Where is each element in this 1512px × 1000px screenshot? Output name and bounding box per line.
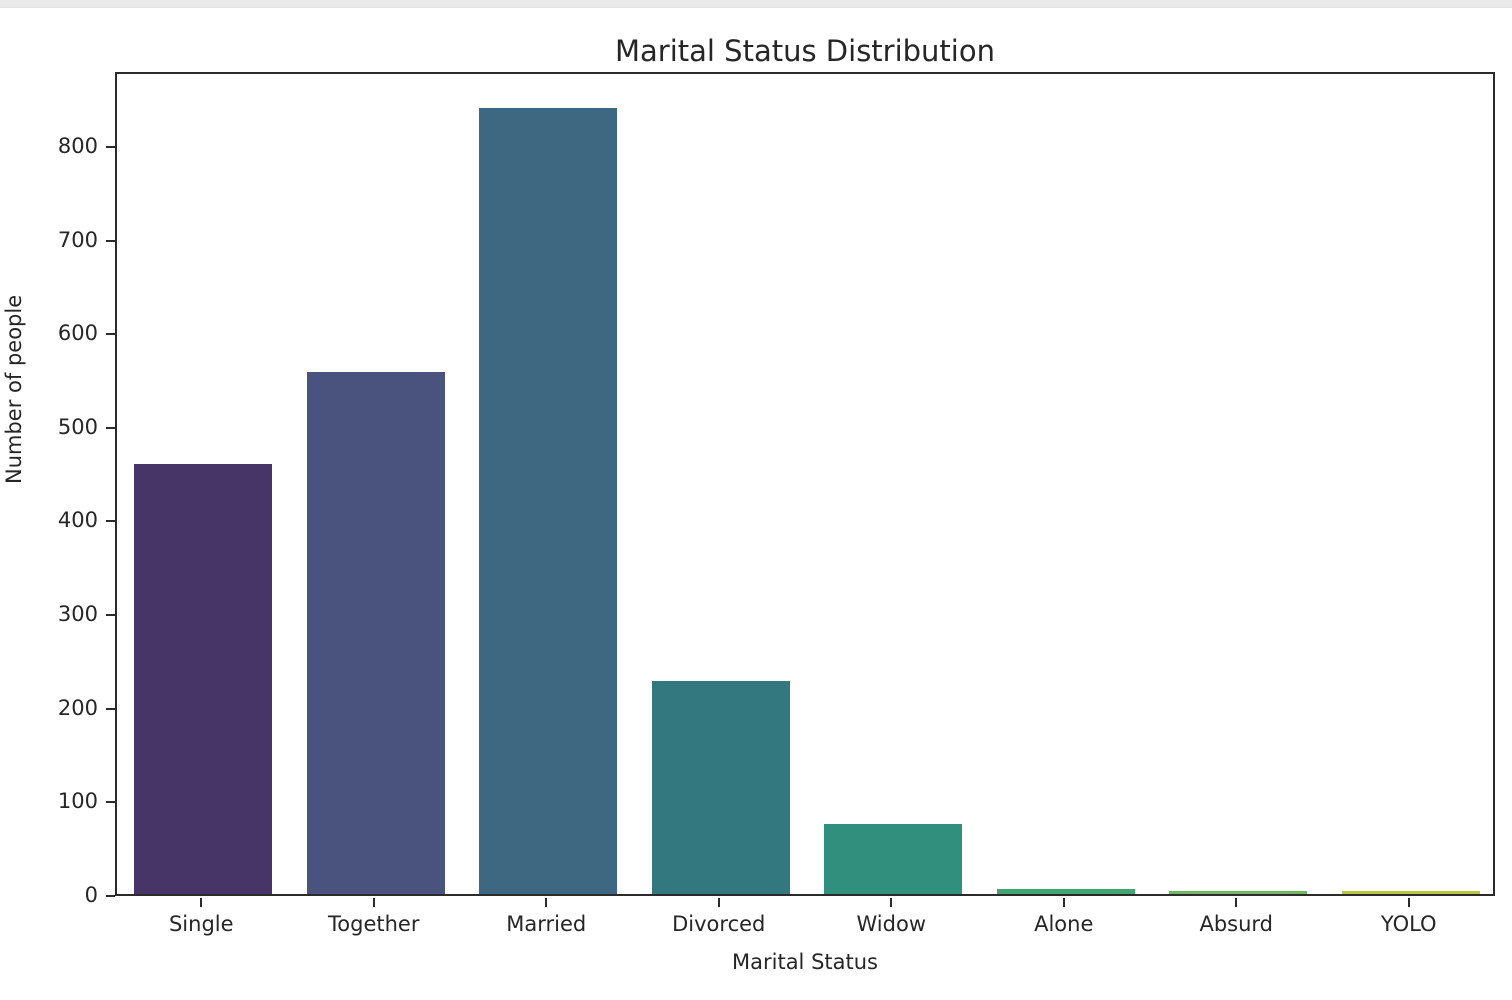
y-tick-mark	[106, 426, 115, 429]
x-tick-label: YOLO	[1380, 912, 1437, 936]
y-tick-mark	[106, 614, 115, 617]
bar-together	[306, 371, 445, 894]
x-tick-mark	[372, 898, 375, 907]
x-tick-label: Widow	[856, 912, 927, 936]
y-tick-label: 0	[84, 883, 98, 907]
y-tick-label: 600	[57, 321, 98, 346]
bar-single	[134, 464, 273, 894]
plot-area	[115, 72, 1495, 896]
x-tick-mark	[890, 898, 893, 907]
y-tick-mark	[106, 707, 115, 710]
x-tick-mark	[545, 898, 548, 907]
page-top-strip	[0, 0, 1512, 8]
bar-married	[479, 108, 618, 894]
x-tick-label: Divorced	[672, 912, 766, 936]
x-axis-label: Marital Status	[732, 950, 878, 974]
y-tick-label: 800	[57, 133, 98, 158]
x-tick-mark	[717, 898, 720, 907]
bar-widow	[824, 823, 963, 894]
y-tick-label: 700	[57, 227, 98, 252]
y-tick-mark	[106, 895, 115, 897]
x-tick-mark	[1062, 898, 1065, 907]
x-tick-label: Absurd	[1199, 912, 1274, 936]
x-tick-label: Alone	[1034, 912, 1094, 936]
y-axis-label: Number of people	[2, 294, 26, 484]
y-tick-mark	[106, 801, 115, 804]
bar-absurd	[1169, 891, 1308, 894]
bars-container	[117, 74, 1493, 894]
bar-alone	[996, 889, 1135, 894]
y-tick-label: 500	[57, 414, 98, 439]
y-tick-label: 300	[57, 602, 98, 627]
bar-divorced	[651, 681, 790, 894]
y-tick-mark	[106, 333, 115, 336]
x-tick-label: Single	[168, 912, 234, 936]
y-tick-mark	[106, 520, 115, 523]
figure: Marital Status Distribution 0 100 200 300 40…	[0, 8, 1512, 1000]
y-tick-mark	[106, 239, 115, 242]
x-tick-label: Married	[506, 912, 587, 936]
x-tick-mark	[200, 898, 203, 907]
x-tick-mark	[1235, 898, 1238, 907]
y-tick-mark	[106, 145, 115, 148]
y-tick-label: 400	[57, 508, 98, 533]
y-tick-label: 100	[57, 789, 98, 814]
y-tick-label: 200	[57, 695, 98, 720]
bar-yolo	[1341, 891, 1480, 894]
chart-title: Marital Status Distribution	[614, 34, 995, 68]
x-tick-label: Together	[328, 912, 420, 936]
x-tick-mark	[1407, 898, 1410, 907]
